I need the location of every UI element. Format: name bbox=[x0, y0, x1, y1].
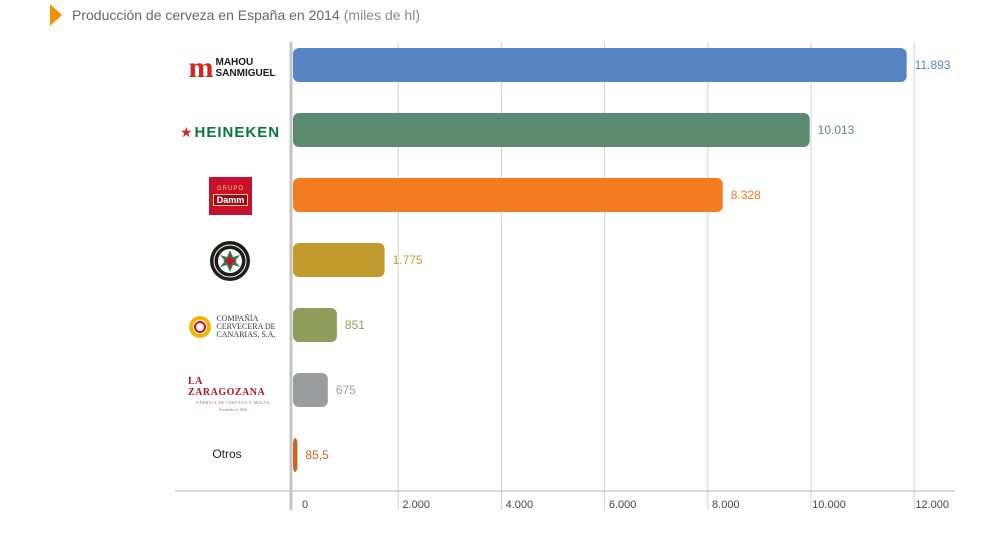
x-tick-label: 10.000 bbox=[812, 499, 846, 511]
bar-value-label: 8.328 bbox=[731, 188, 761, 202]
bar-value-label: 10.013 bbox=[818, 123, 855, 137]
x-tick-label: 6.000 bbox=[609, 499, 637, 511]
zaragozana-main-text: LA ZARAGOZANA bbox=[188, 376, 266, 398]
bar-value-label: 675 bbox=[336, 383, 356, 397]
bar-value-label: 851 bbox=[345, 318, 365, 332]
logo-mahou-san-miguel: m MAHOU SANMIGUEL bbox=[186, 51, 278, 84]
cervecera-line1: COMPAÑÍA bbox=[216, 314, 259, 323]
mahou-line1: MAHOU bbox=[215, 57, 254, 68]
damm-top-text: GRUPO bbox=[216, 186, 244, 192]
logo-grupo-damm: GRUPO Damm bbox=[209, 177, 252, 215]
mahou-line2: SANMIGUEL bbox=[215, 68, 276, 79]
bar bbox=[293, 48, 907, 82]
chart-title-block: Producción de cerveza en España en 2014 … bbox=[50, 4, 420, 26]
x-tick-label: 2.000 bbox=[402, 499, 430, 511]
x-tick-label: 0 bbox=[302, 499, 308, 511]
zaragozana-script-text: Fundada en 1900 bbox=[218, 407, 248, 412]
chart-title: Producción de cerveza en España en 2014 bbox=[72, 7, 340, 23]
x-tick-label: 12.000 bbox=[915, 499, 949, 511]
zaragozana-sub-text: FÁBRICA DE CERVEZA Y MALTA bbox=[196, 400, 270, 405]
logo-compania-cervecera-canarias: COMPAÑÍA CERVECERA DE CANARIAS, S.A. bbox=[186, 310, 278, 344]
heineken-star-icon: ★ bbox=[179, 123, 193, 140]
cervecera-ring-icon bbox=[189, 316, 212, 338]
mahou-m-icon: m bbox=[188, 51, 214, 84]
heineken-text: HEINEKEN bbox=[194, 123, 281, 141]
x-tick-label: 8.000 bbox=[712, 499, 740, 511]
alhambra-seal-icon bbox=[210, 241, 250, 281]
logo-alhambra bbox=[207, 240, 253, 282]
bar-value-label: 11.893 bbox=[915, 58, 951, 72]
bar bbox=[293, 308, 337, 342]
damm-main-text: Damm bbox=[212, 194, 249, 206]
bar bbox=[293, 113, 810, 147]
bar bbox=[293, 243, 385, 277]
cervecera-line2: CERVECERA DE bbox=[216, 322, 276, 331]
cervecera-line3: CANARIAS, S.A. bbox=[216, 330, 276, 339]
bar bbox=[293, 178, 723, 212]
logo-la-zaragozana: LA ZARAGOZANA FÁBRICA DE CERVEZA Y MALTA… bbox=[188, 376, 278, 412]
label-otros: Otros bbox=[212, 447, 242, 461]
bar bbox=[293, 373, 328, 407]
bar-value-label: 1.775 bbox=[393, 253, 423, 267]
title-marker-icon bbox=[50, 4, 62, 26]
x-tick-label: 4.000 bbox=[506, 499, 534, 511]
logo-heineken: ★ HEINEKEN bbox=[180, 120, 279, 144]
bar-value-label: 85,5 bbox=[305, 448, 329, 462]
chart-unit: (miles de hl) bbox=[343, 7, 420, 23]
bar bbox=[293, 438, 298, 472]
